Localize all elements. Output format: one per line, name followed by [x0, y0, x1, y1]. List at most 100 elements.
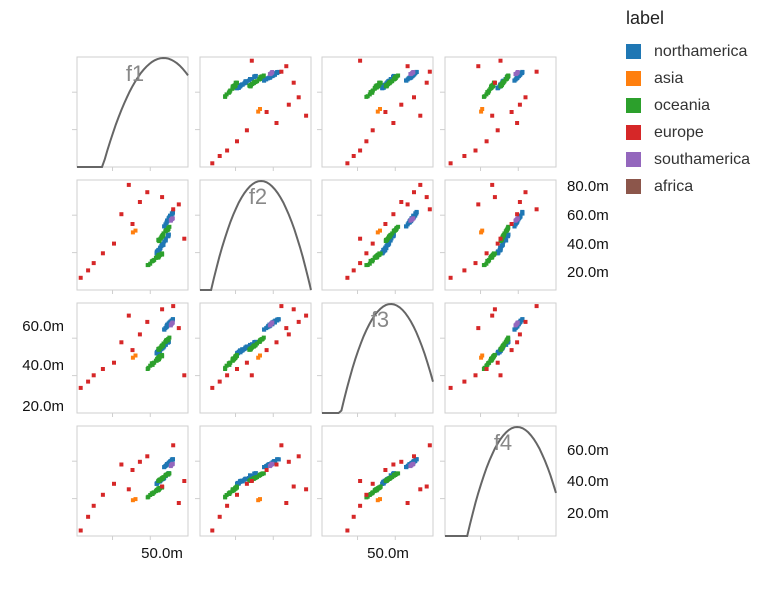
- point-northamerica-f2-f3: [404, 224, 409, 229]
- point-europe-f1-f4: [495, 128, 500, 133]
- point-asia-f2-f4: [480, 228, 485, 233]
- point-oceania-f2-f1: [145, 263, 150, 268]
- point-southamerica-f3-f1: [168, 323, 173, 328]
- y-tick-label-f2: 20.0m: [567, 264, 609, 281]
- point-northamerica-f4-f2: [276, 457, 281, 462]
- legend-item-oceania: oceania: [626, 92, 750, 119]
- point-southamerica-f4-f3: [408, 464, 413, 469]
- point-europe-f4-f1: [112, 481, 116, 486]
- point-europe-f2-f3: [424, 195, 429, 200]
- point-europe-f1-f3: [418, 113, 423, 118]
- point-europe-f2-f4: [517, 200, 522, 204]
- point-northamerica-f1-f2: [250, 77, 254, 81]
- point-southamerica-f2-f4: [513, 218, 518, 223]
- y-tick-label-f4: 20.0m: [567, 505, 609, 522]
- point-northamerica-f4-f3: [414, 457, 419, 462]
- point-northamerica-f3-f1: [165, 322, 170, 327]
- y-tick-label-f3: 60.0m: [22, 318, 64, 335]
- point-oceania-f1-f3: [387, 80, 392, 85]
- point-northamerica-f1-f2: [247, 78, 252, 83]
- point-europe-f3-f2: [264, 348, 269, 353]
- point-europe-f4-f3: [399, 459, 404, 464]
- point-northamerica-f2-f4: [503, 236, 508, 241]
- point-northamerica-f1-f2: [276, 69, 281, 74]
- point-europe-f2-f4: [448, 275, 453, 280]
- point-oceania-f3-f4: [502, 341, 507, 346]
- point-southamerica-f3-f1: [170, 320, 175, 325]
- point-oceania-f4-f1: [160, 476, 164, 481]
- density-curve-f1: [77, 56, 189, 168]
- point-northamerica-f3-f1: [171, 317, 175, 322]
- point-oceania-f3-f2: [248, 346, 253, 351]
- point-asia-f3-f1: [133, 353, 138, 358]
- point-oceania-f1-f3: [377, 80, 382, 85]
- point-europe-f2-f1: [86, 268, 91, 273]
- point-europe-f2-f1: [182, 236, 187, 241]
- point-europe-f2-f3: [383, 222, 388, 226]
- point-europe-f3-f2: [291, 307, 296, 312]
- point-europe-f1-f2: [210, 161, 215, 166]
- point-europe-f1-f3: [345, 161, 350, 166]
- point-southamerica-f1-f4: [515, 70, 520, 74]
- point-oceania-f2-f3: [385, 238, 389, 243]
- point-oceania-f4-f1: [157, 486, 162, 491]
- legend-item-asia: asia: [626, 65, 750, 92]
- point-oceania-f3-f2: [223, 367, 228, 371]
- point-europe-f2-f3: [358, 236, 363, 241]
- point-northamerica-f3-f1: [163, 342, 168, 347]
- point-northamerica-f4-f2: [243, 476, 248, 481]
- point-europe-f1-f3: [427, 69, 432, 74]
- point-europe-f2-f3: [418, 182, 423, 187]
- point-europe-f1-f4: [523, 95, 528, 100]
- point-europe-f4-f2: [274, 462, 279, 467]
- point-asia-f4-f1: [133, 497, 138, 502]
- point-northamerica-f1-f2: [273, 72, 277, 77]
- point-asia-f2-f1: [130, 230, 135, 235]
- point-europe-f4-f2: [244, 481, 249, 486]
- legend-label-northamerica: northamerica: [654, 42, 748, 60]
- point-northamerica-f4-f1: [165, 462, 170, 467]
- point-northamerica-f3-f2: [262, 327, 267, 332]
- point-northamerica-f1-f3: [409, 75, 414, 80]
- point-oceania-f1-f2: [233, 83, 238, 88]
- point-oceania-f2-f1: [157, 252, 162, 257]
- point-europe-f3-f2: [217, 379, 222, 384]
- point-europe-f1-f2: [284, 64, 289, 69]
- point-northamerica-f1-f2: [267, 75, 272, 80]
- point-northamerica-f3-f2: [265, 325, 270, 330]
- point-oceania-f3-f2: [255, 341, 260, 346]
- point-northamerica-f2-f4: [495, 251, 500, 256]
- point-europe-f1-f4: [498, 58, 503, 63]
- point-europe-f1-f4: [448, 161, 453, 166]
- point-europe-f1-f4: [490, 113, 495, 118]
- point-europe-f3-f1: [137, 332, 142, 337]
- point-europe-f2-f4: [462, 268, 467, 273]
- point-oceania-f2-f3: [390, 231, 395, 236]
- legend-item-africa: africa: [626, 173, 750, 200]
- point-europe-f3-f4: [448, 385, 453, 390]
- point-northamerica-f4-f2: [273, 459, 277, 464]
- point-europe-f3-f1: [126, 313, 131, 318]
- point-oceania-f4-f2: [260, 471, 265, 476]
- point-oceania-f3-f1: [159, 354, 164, 359]
- point-asia-f4-f3: [378, 497, 382, 502]
- legend-label-southamerica: southamerica: [654, 150, 751, 168]
- point-southamerica-f3-f2: [270, 320, 275, 325]
- point-northamerica-f2-f1: [165, 219, 170, 224]
- point-europe-f4-f2: [286, 459, 291, 464]
- point-northamerica-f4-f1: [171, 457, 175, 462]
- point-europe-f3-f2: [249, 373, 254, 378]
- point-oceania-f2-f4: [501, 234, 506, 239]
- point-europe-f2-f4: [476, 202, 481, 207]
- point-northamerica-f3-f4: [512, 327, 517, 332]
- legend-label-asia: asia: [654, 69, 684, 87]
- point-europe-f1-f2: [304, 113, 309, 118]
- point-asia-f4-f1: [130, 498, 135, 503]
- point-europe-f3-f4: [534, 304, 539, 309]
- point-europe-f4-f1: [86, 514, 91, 519]
- point-europe-f2-f4: [509, 222, 514, 226]
- cell-frame-f4-f3: [321, 425, 434, 537]
- point-northamerica-f3-f2: [276, 317, 281, 322]
- point-oceania-f3-f4: [505, 337, 510, 342]
- point-oceania-f3-f2: [224, 363, 229, 368]
